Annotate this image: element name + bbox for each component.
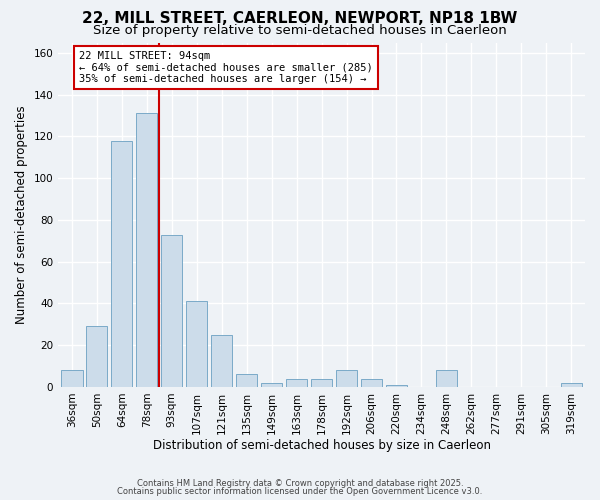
Y-axis label: Number of semi-detached properties: Number of semi-detached properties xyxy=(15,106,28,324)
Bar xyxy=(236,374,257,387)
Bar xyxy=(261,383,282,387)
Bar xyxy=(286,378,307,387)
Bar xyxy=(211,335,232,387)
Bar xyxy=(186,302,208,387)
Text: Size of property relative to semi-detached houses in Caerleon: Size of property relative to semi-detach… xyxy=(93,24,507,37)
Bar xyxy=(560,383,582,387)
Bar xyxy=(161,234,182,387)
Bar xyxy=(61,370,83,387)
Bar xyxy=(361,378,382,387)
Bar xyxy=(386,385,407,387)
Bar xyxy=(311,378,332,387)
Bar xyxy=(136,114,157,387)
Bar xyxy=(436,370,457,387)
Text: Contains public sector information licensed under the Open Government Licence v3: Contains public sector information licen… xyxy=(118,487,482,496)
Text: 22, MILL STREET, CAERLEON, NEWPORT, NP18 1BW: 22, MILL STREET, CAERLEON, NEWPORT, NP18… xyxy=(82,11,518,26)
X-axis label: Distribution of semi-detached houses by size in Caerleon: Distribution of semi-detached houses by … xyxy=(152,440,491,452)
Bar xyxy=(86,326,107,387)
Bar xyxy=(336,370,357,387)
Bar xyxy=(111,140,133,387)
Text: 22 MILL STREET: 94sqm
← 64% of semi-detached houses are smaller (285)
35% of sem: 22 MILL STREET: 94sqm ← 64% of semi-deta… xyxy=(79,51,373,84)
Text: Contains HM Land Registry data © Crown copyright and database right 2025.: Contains HM Land Registry data © Crown c… xyxy=(137,478,463,488)
